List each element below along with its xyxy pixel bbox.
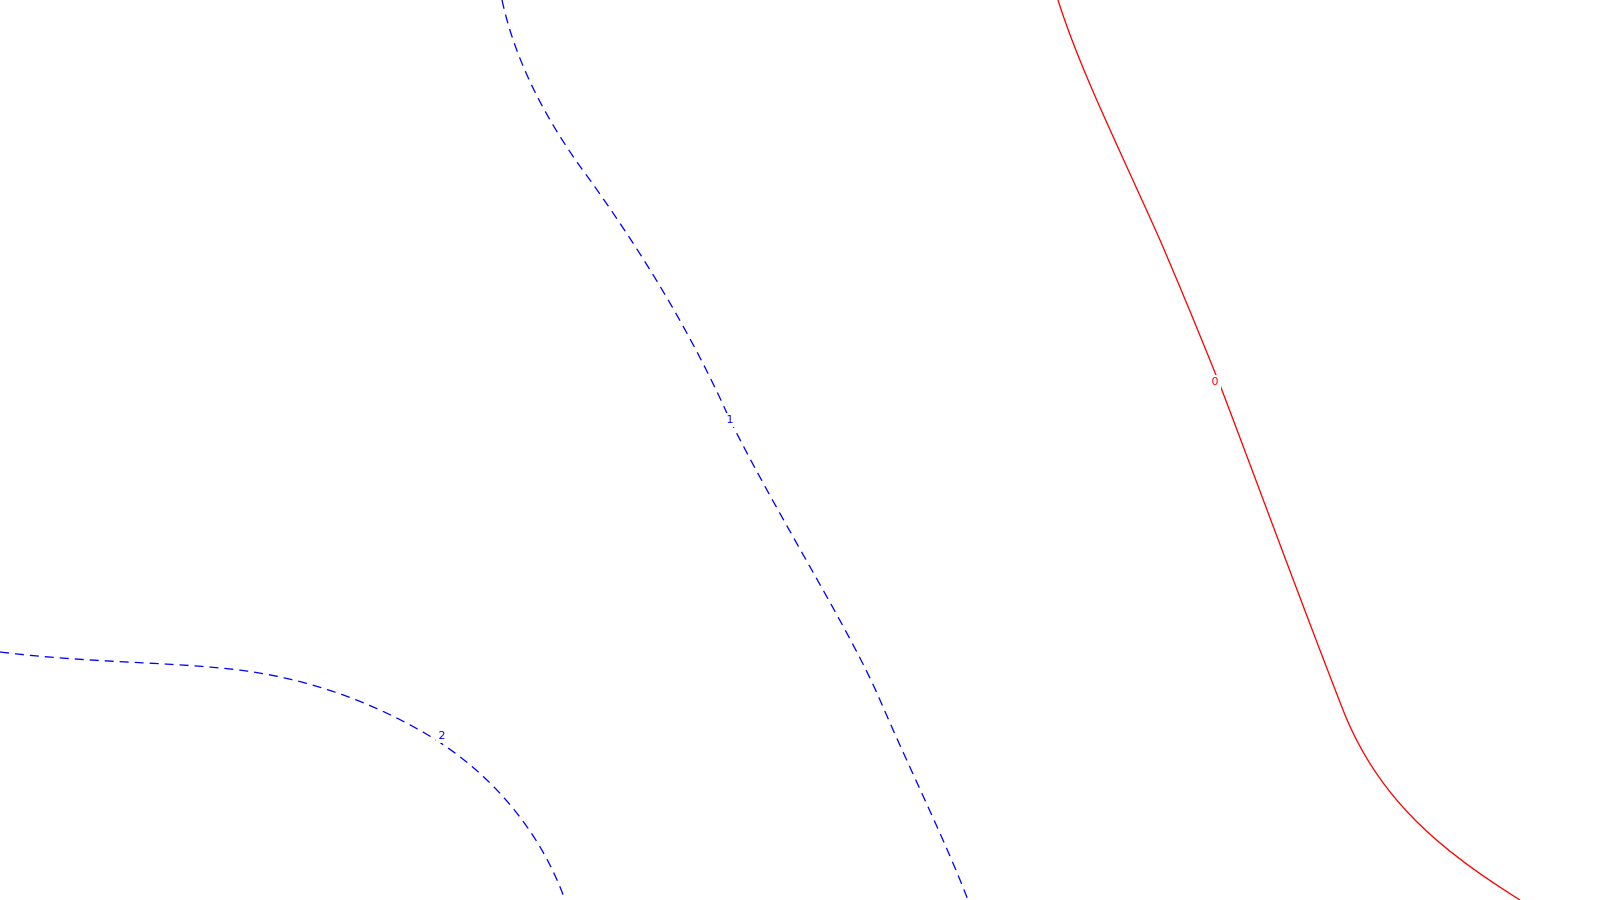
contour-label-2: 2 [439, 729, 446, 742]
contour-label-0: 0 [1212, 375, 1219, 388]
contour-label-bg-1 [724, 413, 736, 427]
contour-line-1 [501, 0, 969, 900]
contour-line-2 [0, 651, 566, 900]
contour-lines [0, 0, 1521, 900]
contour-line-0 [1057, 0, 1521, 900]
contour-label-1: 1 [727, 413, 734, 426]
contour-label-bg-0 [1209, 375, 1221, 389]
contour-label-bg-2 [436, 729, 448, 743]
contour-labels: 2 1 0 [436, 375, 1221, 743]
